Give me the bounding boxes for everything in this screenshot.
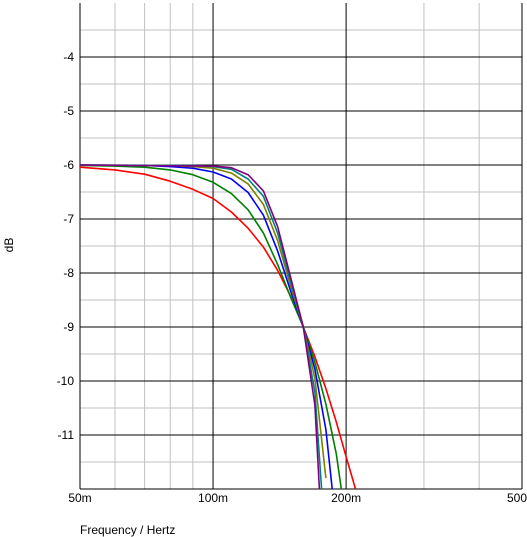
y-tick-label: -6	[63, 158, 74, 172]
x-axis-label: Frequency / Hertz	[80, 523, 175, 537]
y-tick-label: -9	[63, 320, 74, 334]
tick-labels: 50m 100m 200m 500m -4 -5 -6 -7 -8 -9 -10 -11	[57, 50, 527, 505]
x-tick-label: 200m	[331, 491, 361, 505]
series-line-2	[80, 164, 343, 489]
x-tick-label: 100m	[198, 491, 228, 505]
series-lines	[80, 164, 357, 489]
y-tick-label: -11	[58, 428, 75, 442]
y-tick-label: -5	[63, 104, 74, 118]
x-tick-label: 50m	[68, 491, 91, 505]
y-tick-label: -8	[63, 266, 74, 280]
series-line-3	[80, 164, 333, 489]
x-tick-label: 500m	[507, 491, 527, 505]
series-line-4	[80, 164, 327, 479]
grid	[79, 3, 523, 490]
series-line-1	[80, 166, 357, 489]
y-tick-label: -4	[63, 50, 74, 64]
y-axis-label: dB	[2, 238, 16, 253]
series-line-6	[80, 164, 321, 489]
y-tick-label: -10	[57, 374, 75, 388]
y-tick-label: -7	[63, 212, 74, 226]
